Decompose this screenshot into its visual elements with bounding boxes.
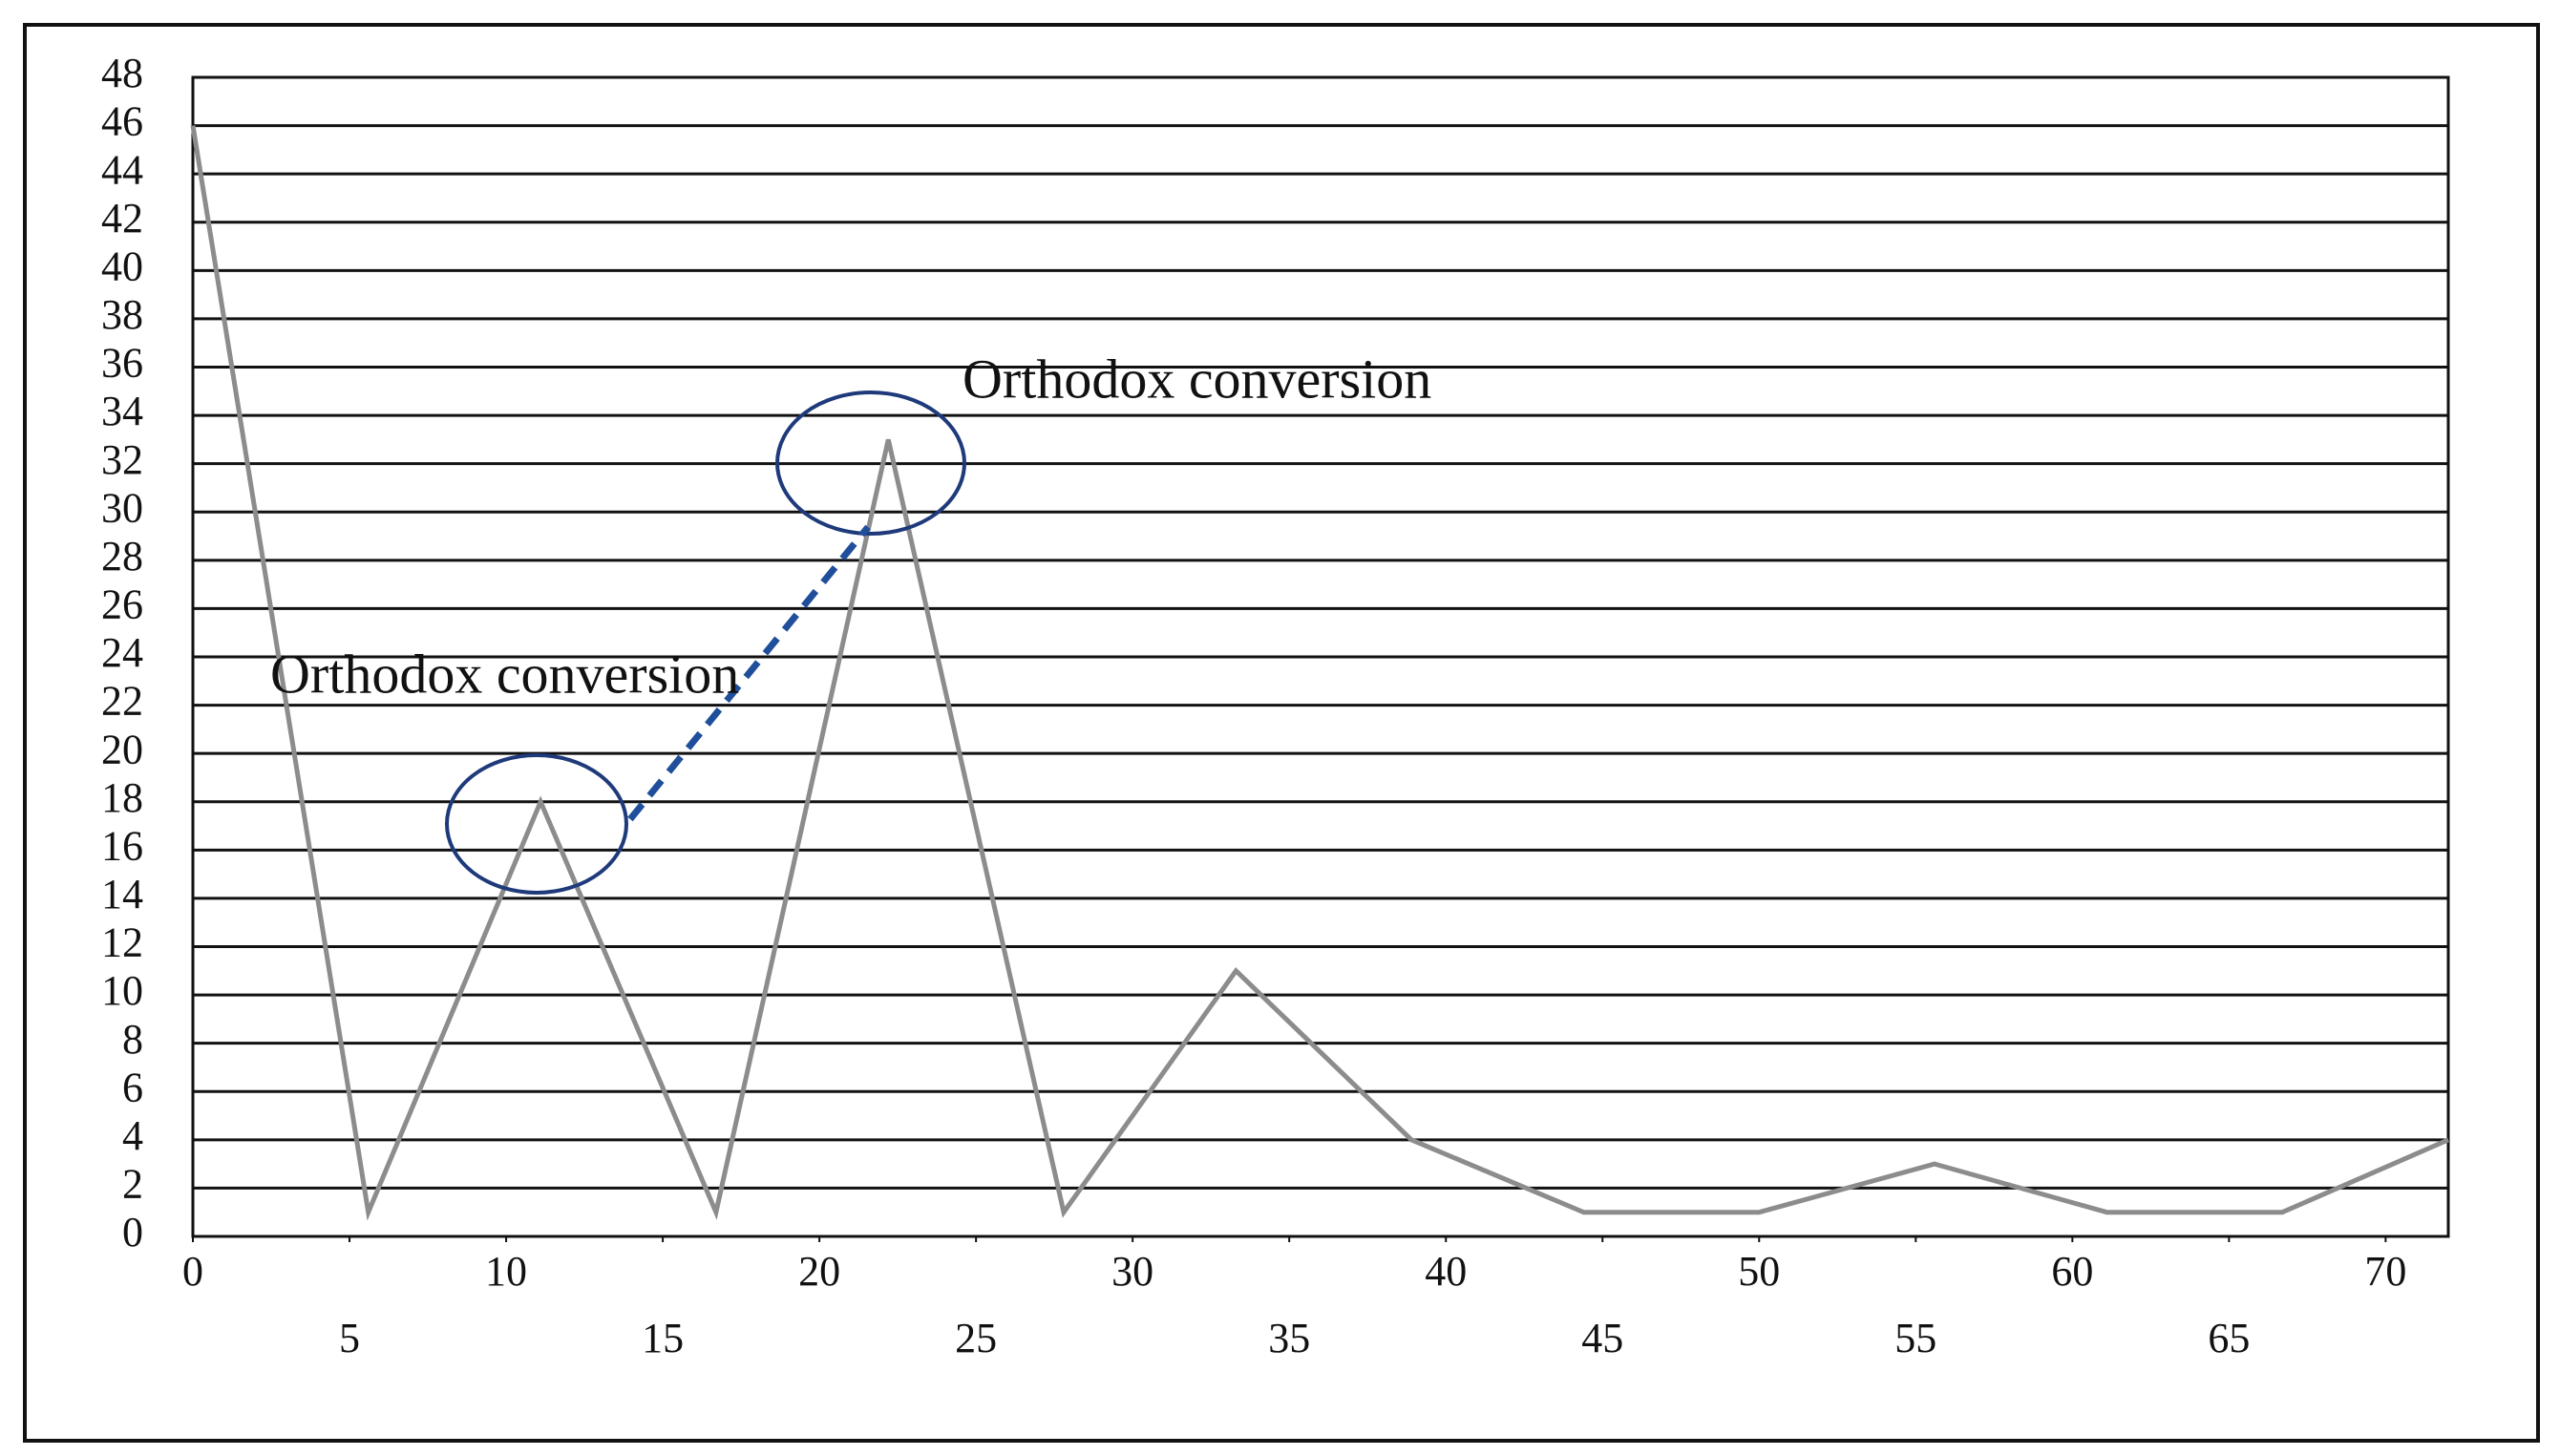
- grid: [193, 75, 2448, 1238]
- annotation: Orthodox conversion: [963, 348, 1431, 410]
- y-tick-label: 2: [122, 1161, 143, 1208]
- y-tick-label: 22: [101, 678, 143, 725]
- y-tick-label: 12: [101, 919, 143, 966]
- x-tick-label: 20: [798, 1248, 840, 1295]
- y-tick-label: 24: [101, 629, 143, 676]
- y-tick-label: 0: [122, 1209, 143, 1256]
- y-tick-label: 36: [101, 340, 143, 387]
- y-tick-label: 30: [101, 484, 143, 531]
- x-tick-label: 30: [1111, 1248, 1153, 1295]
- y-tick-label: 16: [101, 822, 143, 869]
- series-layer: [190, 125, 2449, 1221]
- y-tick-label: 18: [101, 774, 143, 821]
- y-tick-label: 42: [101, 195, 143, 242]
- y-tick-label: 20: [101, 726, 143, 772]
- x-tick-label: 5: [339, 1315, 360, 1361]
- connector: [627, 524, 871, 822]
- annotation: Orthodox conversion: [270, 643, 739, 705]
- y-tick-label: 10: [101, 967, 143, 1014]
- y-tick-label: 8: [122, 1016, 143, 1063]
- y-tick-label: 44: [101, 146, 143, 193]
- y-tick-label: 46: [101, 98, 143, 145]
- frame: [23, 23, 2540, 1443]
- y-tick-label: 38: [101, 291, 143, 338]
- y-tick-label: 26: [101, 581, 143, 628]
- x-tick-label: 35: [1268, 1315, 1310, 1361]
- x-tick-label: 25: [955, 1315, 997, 1361]
- x-tick-label: 0: [182, 1248, 203, 1295]
- y-tick-label: 48: [101, 50, 143, 96]
- y-tick-label: 6: [122, 1064, 143, 1110]
- tick-layer: 0246810121416182022242628303234363840424…: [101, 50, 2406, 1361]
- y-tick-label: 14: [101, 871, 143, 918]
- y-tick-label: 28: [101, 533, 143, 580]
- x-tick-label: 45: [1581, 1315, 1623, 1361]
- y-tick-label: 34: [101, 388, 143, 434]
- highlight-circle: [445, 753, 628, 895]
- x-tick-label: 10: [485, 1248, 527, 1295]
- x-tick-label: 65: [2208, 1315, 2250, 1361]
- highlight-circle: [775, 390, 966, 536]
- x-tick-label: 60: [2051, 1248, 2093, 1295]
- x-tick-label: 55: [1894, 1315, 1936, 1361]
- series-line: [190, 125, 2449, 1221]
- x-tick-label: 50: [1738, 1248, 1780, 1295]
- x-tick-label: 15: [642, 1315, 684, 1361]
- y-tick-label: 4: [122, 1112, 143, 1159]
- y-tick-label: 32: [101, 436, 143, 483]
- x-tick-label: 70: [2364, 1248, 2406, 1295]
- x-tick-label: 40: [1425, 1248, 1467, 1295]
- y-tick-label: 40: [101, 243, 143, 289]
